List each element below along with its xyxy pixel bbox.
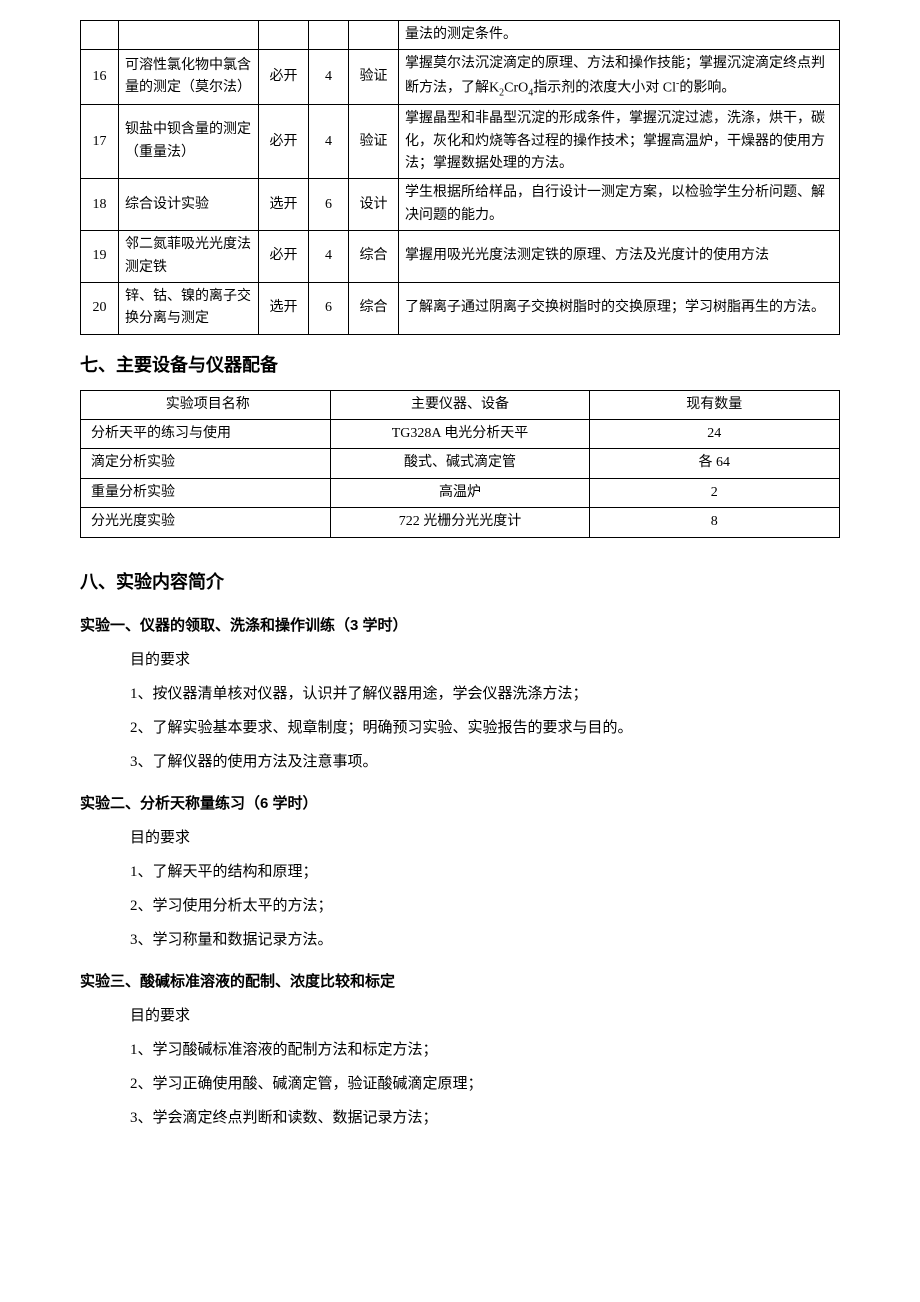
cell-num: 16	[81, 50, 119, 105]
table-row: 18 综合设计实验 选开 6 设计 学生根据所给样品，自行设计一测定方案，以检验…	[81, 179, 840, 231]
exp-hours: （3 学时）	[335, 617, 408, 634]
cell-equipment: 高温炉	[331, 478, 589, 507]
experiment-schedule-table: 量法的测定条件。 16 可溶性氯化物中氯含量的测定（莫尔法） 必开 4 验证 掌…	[80, 20, 840, 335]
cell-name: 综合设计实验	[119, 179, 259, 231]
table-row: 17 钡盐中钡含量的测定（重量法） 必开 4 验证 掌握晶型和非晶型沉淀的形成条…	[81, 105, 840, 179]
cell-name: 重量分析实验	[81, 478, 331, 507]
exp3-subheading: 目的要求	[130, 1004, 840, 1028]
table-header-row: 实验项目名称 主要仪器、设备 现有数量	[81, 390, 840, 419]
table-row: 20 锌、钴、镍的离子交换分离与测定 选开 6 综合 了解离子通过阴离子交换树脂…	[81, 282, 840, 334]
table-row: 19 邻二氮菲吸光光度法测定铁 必开 4 综合 掌握用吸光光度法测定铁的原理、方…	[81, 231, 840, 283]
table-row: 重量分析实验 高温炉 2	[81, 478, 840, 507]
cell-hours: 6	[309, 179, 349, 231]
cell-equipment: 722 光栅分光光度计	[331, 508, 589, 537]
exp1-item-1: 1、按仪器清单核对仪器，认识并了解仪器用途，学会仪器洗涤方法；	[130, 682, 840, 706]
cell-req: 必开	[259, 231, 309, 283]
desc-part: 指示剂的浓度大小对 Cl	[533, 80, 676, 95]
cell-type: 设计	[349, 179, 399, 231]
cell-name: 邻二氮菲吸光光度法测定铁	[119, 231, 259, 283]
cell-type: 综合	[349, 231, 399, 283]
experiment-title-2: 实验二、分析天称量练习（6 学时）	[80, 792, 840, 816]
cell-type: 验证	[349, 105, 399, 179]
exp3-item-1: 1、学习酸碱标准溶液的配制方法和标定方法；	[130, 1038, 840, 1062]
cell-empty	[119, 21, 259, 50]
exp-rest: 、仪器的领取、洗涤和操作训练	[125, 618, 335, 634]
cell-desc: 掌握莫尔法沉淀滴定的原理、方法和操作技能；掌握沉淀滴定终点判断方法，了解K2Cr…	[399, 50, 840, 105]
exp2-item-2: 2、学习使用分析太平的方法；	[130, 894, 840, 918]
cell-hours: 4	[309, 50, 349, 105]
desc-part: CrO	[504, 80, 528, 95]
header-name: 实验项目名称	[81, 390, 331, 419]
cell-hours: 4	[309, 231, 349, 283]
cell-hours: 4	[309, 105, 349, 179]
table-row: 16 可溶性氯化物中氯含量的测定（莫尔法） 必开 4 验证 掌握莫尔法沉淀滴定的…	[81, 50, 840, 105]
table-row: 分光光度实验 722 光栅分光光度计 8	[81, 508, 840, 537]
exp-bold: 实验三	[80, 973, 125, 990]
exp2-subheading: 目的要求	[130, 826, 840, 850]
cell-num: 19	[81, 231, 119, 283]
exp3-item-3: 3、学会滴定终点判断和读数、数据记录方法；	[130, 1106, 840, 1130]
exp1-item-3: 3、了解仪器的使用方法及注意事项。	[130, 750, 840, 774]
exp1-subheading: 目的要求	[130, 648, 840, 672]
cell-name: 钡盐中钡含量的测定（重量法）	[119, 105, 259, 179]
cell-name: 分光光度实验	[81, 508, 331, 537]
cell-req: 必开	[259, 50, 309, 105]
cell-type: 验证	[349, 50, 399, 105]
cell-desc: 学生根据所给样品，自行设计一测定方案，以检验学生分析问题、解决问题的能力。	[399, 179, 840, 231]
cell-quantity: 各 64	[589, 449, 839, 478]
section-heading-content: 八、实验内容简介	[80, 568, 840, 597]
cell-name: 滴定分析实验	[81, 449, 331, 478]
table-row: 分析天平的练习与使用 TG328A 电光分析天平 24	[81, 419, 840, 448]
table-row: 量法的测定条件。	[81, 21, 840, 50]
exp-bold: 实验一	[80, 617, 125, 634]
exp2-item-3: 3、学习称量和数据记录方法。	[130, 928, 840, 952]
cell-desc: 掌握用吸光光度法测定铁的原理、方法及光度计的使用方法	[399, 231, 840, 283]
exp3-item-2: 2、学习正确使用酸、碱滴定管，验证酸碱滴定原理；	[130, 1072, 840, 1096]
cell-empty	[81, 21, 119, 50]
table-row: 滴定分析实验 酸式、碱式滴定管 各 64	[81, 449, 840, 478]
experiment-title-3: 实验三、酸碱标准溶液的配制、浓度比较和标定	[80, 970, 840, 994]
cell-num: 18	[81, 179, 119, 231]
cell-num: 20	[81, 282, 119, 334]
cell-desc: 了解离子通过阴离子交换树脂时的交换原理；学习树脂再生的方法。	[399, 282, 840, 334]
equipment-table: 实验项目名称 主要仪器、设备 现有数量 分析天平的练习与使用 TG328A 电光…	[80, 390, 840, 538]
exp1-item-2: 2、了解实验基本要求、规章制度；明确预习实验、实验报告的要求与目的。	[130, 716, 840, 740]
cell-type: 综合	[349, 282, 399, 334]
cell-req: 必开	[259, 105, 309, 179]
cell-desc: 掌握晶型和非晶型沉淀的形成条件，掌握沉淀过滤，洗涤，烘干，碳化，灰化和灼烧等各过…	[399, 105, 840, 179]
cell-name: 分析天平的练习与使用	[81, 419, 331, 448]
cell-hours: 6	[309, 282, 349, 334]
cell-quantity: 2	[589, 478, 839, 507]
cell-empty	[349, 21, 399, 50]
exp2-item-1: 1、了解天平的结构和原理；	[130, 860, 840, 884]
cell-name: 可溶性氯化物中氯含量的测定（莫尔法）	[119, 50, 259, 105]
exp-rest: 、酸碱标准溶液的配制、浓度比较和标定	[125, 974, 395, 990]
desc-part: 的影响。	[679, 80, 735, 95]
experiment-title-1: 实验一、仪器的领取、洗涤和操作训练（3 学时）	[80, 614, 840, 638]
cell-equipment: 酸式、碱式滴定管	[331, 449, 589, 478]
exp-bold: 实验二、分析天称量练习（6 学时）	[80, 795, 318, 812]
cell-empty	[309, 21, 349, 50]
cell-req: 选开	[259, 179, 309, 231]
cell-equipment: TG328A 电光分析天平	[331, 419, 589, 448]
cell-name: 锌、钴、镍的离子交换分离与测定	[119, 282, 259, 334]
cell-num: 17	[81, 105, 119, 179]
cell-quantity: 8	[589, 508, 839, 537]
section-heading-equipment: 七、主要设备与仪器配备	[80, 351, 840, 380]
cell-empty	[259, 21, 309, 50]
header-equipment: 主要仪器、设备	[331, 390, 589, 419]
cell-desc: 量法的测定条件。	[399, 21, 840, 50]
cell-req: 选开	[259, 282, 309, 334]
header-quantity: 现有数量	[589, 390, 839, 419]
cell-quantity: 24	[589, 419, 839, 448]
